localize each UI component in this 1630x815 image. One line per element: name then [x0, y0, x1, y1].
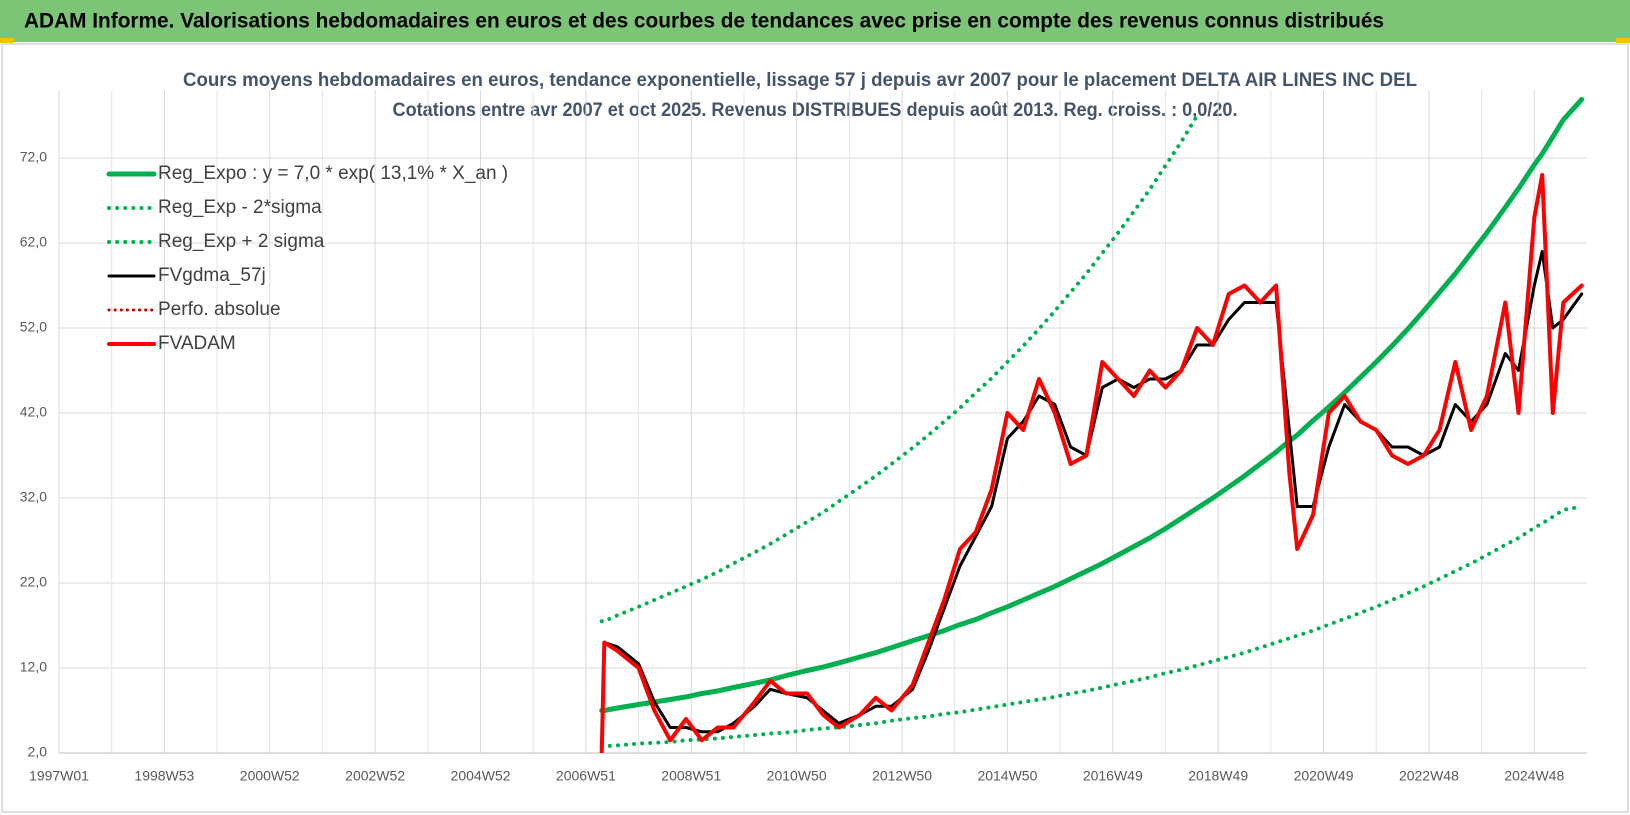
- x-tick-label: 2020W49: [1294, 768, 1354, 784]
- y-tick-label: 22,0: [20, 574, 47, 590]
- corner-mark: [0, 38, 14, 43]
- x-tick-label: 2000W52: [240, 768, 300, 784]
- legend: Reg_Expo : y = 7,0 * exp( 13,1% * X_an )…: [106, 163, 508, 354]
- plot: [599, 96, 1585, 753]
- corner-mark: [1616, 38, 1630, 43]
- banner: [0, 0, 1630, 42]
- banner-title: ADAM Informe. Valorisations hebdomadaire…: [24, 10, 1384, 33]
- y-tick-label: 2,0: [28, 744, 48, 760]
- series-line: [599, 96, 1585, 713]
- y-tick-label: 72,0: [20, 149, 47, 165]
- legend-label: Reg_Exp + 2 sigma: [158, 231, 325, 252]
- legend-label: FVADAM: [158, 333, 236, 354]
- legend-label: Perfo. absolue: [158, 299, 281, 320]
- x-tick-label: 2008W51: [661, 768, 721, 784]
- x-tick-label: 2002W52: [345, 768, 405, 784]
- legend-label: Reg_Exp - 2*sigma: [158, 197, 322, 218]
- x-tick-label: 2024W48: [1504, 768, 1564, 784]
- x-tick-label: 2022W48: [1399, 768, 1459, 784]
- y-tick-label: 32,0: [20, 489, 47, 505]
- legend-label: Reg_Expo : y = 7,0 * exp( 13,1% * X_an ): [158, 163, 508, 184]
- x-tick-label: 2004W52: [451, 768, 511, 784]
- x-tick-label: 2012W50: [872, 768, 932, 784]
- x-tick-label: 1998W53: [134, 768, 194, 784]
- y-tick-label: 12,0: [20, 659, 47, 675]
- y-tick-label: 62,0: [20, 234, 47, 250]
- y-tick-label: 42,0: [20, 404, 47, 420]
- y-tick-label: 52,0: [20, 319, 47, 335]
- series-line: [599, 173, 1584, 753]
- x-tick-label: 2014W50: [977, 768, 1037, 784]
- x-tick-label: 2010W50: [767, 768, 827, 784]
- legend-label: FVgdma_57j: [158, 265, 266, 286]
- frame: [1, 43, 1629, 813]
- chart-title: Cours moyens hebdomadaires en euros, ten…: [183, 70, 1417, 91]
- chart-subtitle: Cotations entre avr 2007 et oct 2025. Re…: [393, 100, 1238, 121]
- x-tick-label: 2006W51: [556, 768, 616, 784]
- series-line: [599, 504, 1584, 749]
- x-tick-label: 2018W49: [1188, 768, 1248, 784]
- x-tick-label: 2016W49: [1083, 768, 1143, 784]
- x-tick-label: 1997W01: [29, 768, 89, 784]
